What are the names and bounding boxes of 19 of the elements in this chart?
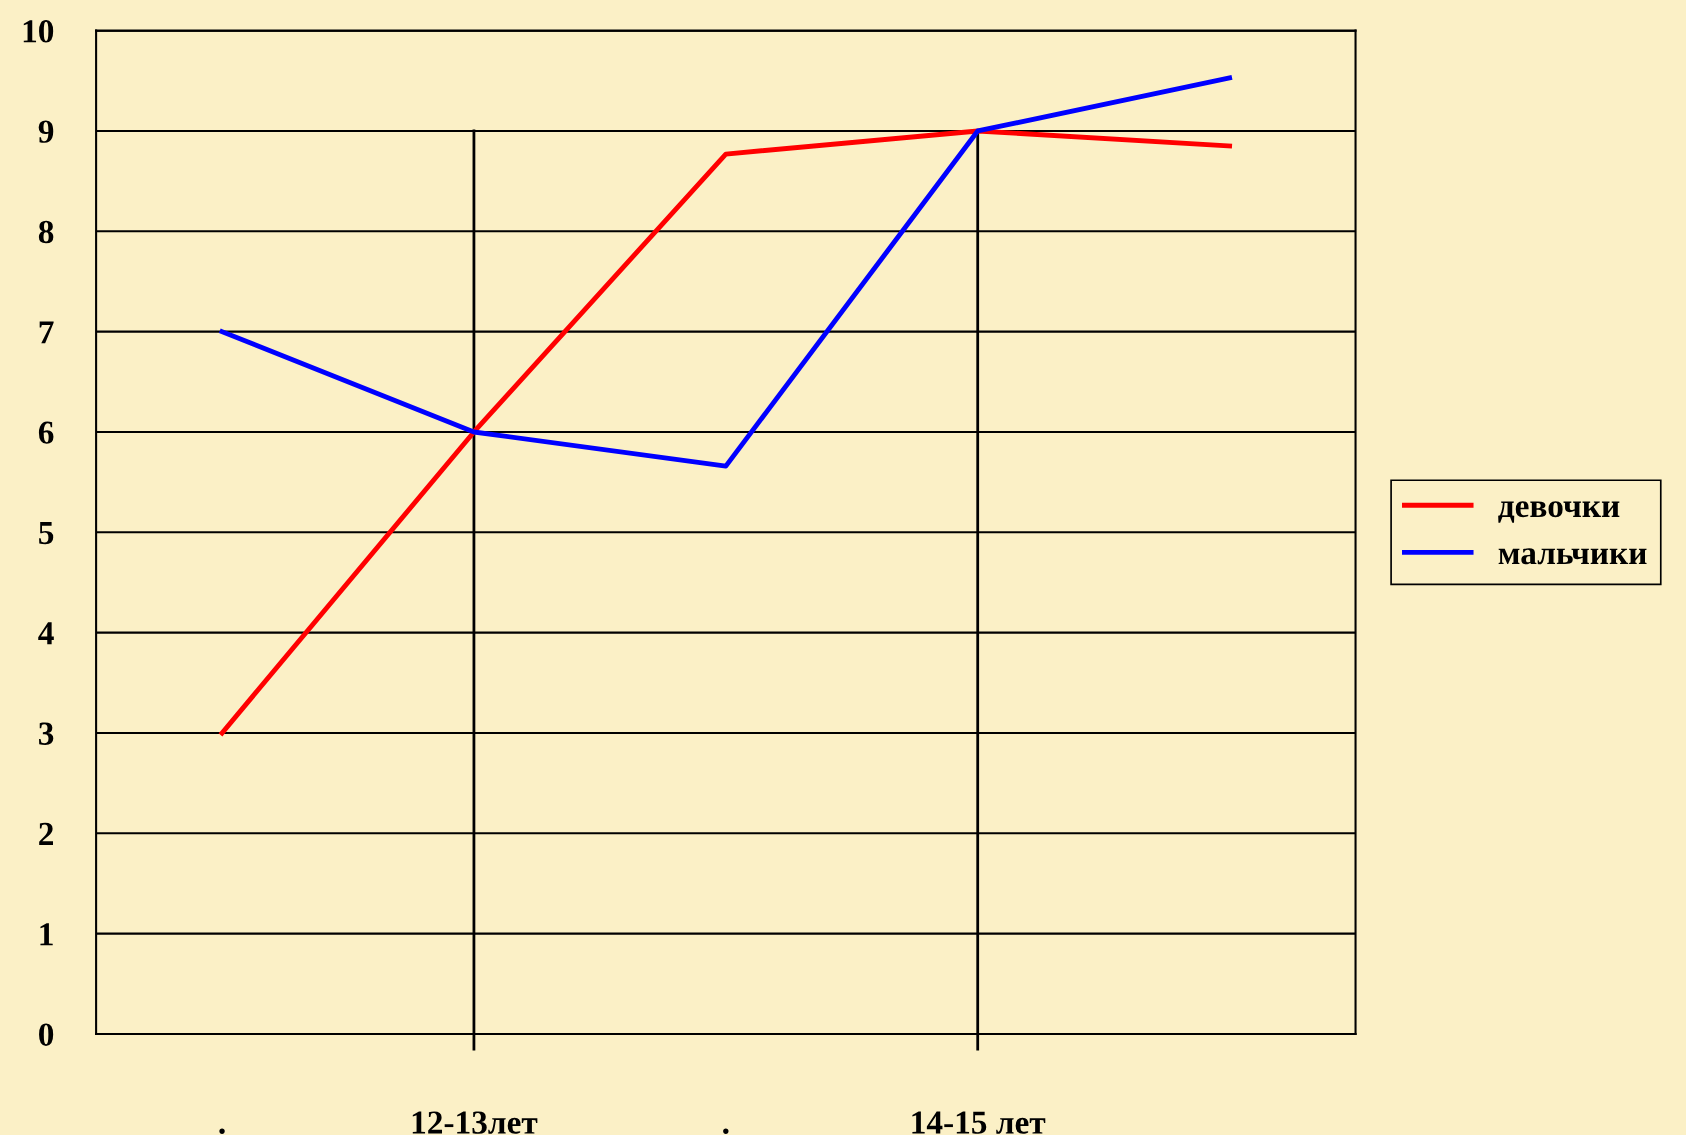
y-tick-label: 1 [40,923,53,946]
x-tick-label: 14-15 лет [912,1111,1046,1134]
y-tick-label: 5 [39,522,54,545]
y-tick-label: 7 [39,321,54,344]
legend-label: девочки [1498,501,1620,523]
y-tick-label: 0 [39,1023,54,1046]
y-tick-label: 8 [38,220,54,244]
line-series [219,75,1233,469]
x-tick-label: 12-13лет [412,1111,538,1134]
x-tick-label: . [723,1128,729,1134]
y-tick-label: 4 [38,622,54,645]
y-tick-label: 9 [38,120,54,143]
y-tick-label: 3 [39,722,54,745]
legend-label: мальчики [1498,548,1647,565]
y-tick-label: 10 [23,20,54,43]
y-tick-label: 2 [39,822,53,845]
y-tick-label: 6 [38,421,54,444]
x-tick-label: . [219,1128,225,1134]
line-series [219,128,1233,736]
